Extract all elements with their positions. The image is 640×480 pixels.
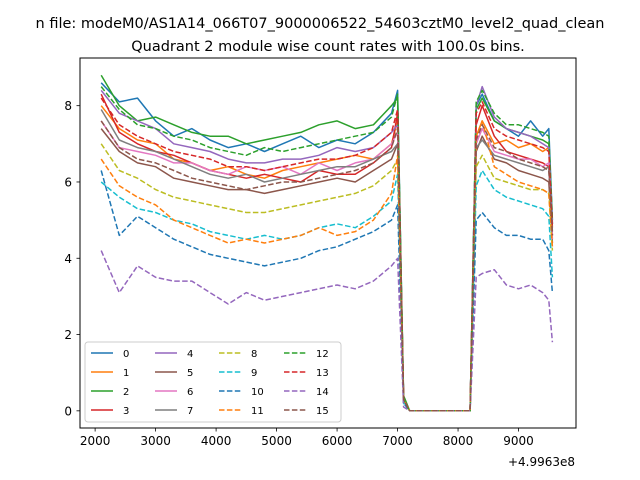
x-axis: 2000 3000 4000 5000 6000 7000 8000 9000 [80, 428, 534, 448]
y-tick-label: 4 [64, 252, 72, 266]
plot-frame [79, 57, 577, 429]
series-line-7 [100, 109, 554, 412]
y-tick-label: 8 [64, 99, 72, 113]
legend-label-8: 8 [251, 349, 257, 360]
legend-label-10: 10 [251, 387, 264, 398]
series-line-12 [100, 86, 554, 412]
legend-label-12: 12 [316, 349, 329, 360]
x-tick-label: 8000 [443, 434, 474, 448]
legend-label-9: 9 [251, 368, 257, 379]
legend-label-14: 14 [316, 387, 329, 398]
chart-title: Quadrant 2 module wise count rates with … [131, 39, 525, 55]
legend-label-0: 0 [123, 349, 129, 360]
x-tick-label: 3000 [140, 434, 171, 448]
x-tick-label: 6000 [322, 434, 353, 448]
series-line-5 [100, 128, 554, 412]
series-line-11 [100, 120, 554, 412]
legend-label-13: 13 [316, 368, 329, 379]
x-tick-label: 2000 [80, 434, 111, 448]
x-tick-label: 5000 [261, 434, 292, 448]
x-tick-label: 9000 [503, 434, 534, 448]
legend-label-6: 6 [187, 387, 193, 398]
series-layer [100, 74, 554, 412]
x-tick-label: 4000 [201, 434, 232, 448]
series-line-13 [100, 97, 554, 412]
legend-label-7: 7 [187, 406, 193, 417]
x-axis-offset-label: +4.9963e8 [508, 455, 575, 469]
y-tick-label: 2 [64, 328, 72, 342]
series-line-2 [100, 74, 554, 412]
legend-label-5: 5 [187, 368, 193, 379]
series-line-6 [100, 120, 554, 412]
legend-label-2: 2 [123, 387, 129, 398]
legend-box [84, 341, 342, 423]
series-line-10 [100, 170, 554, 412]
legend-label-15: 15 [316, 406, 329, 417]
series-line-15 [100, 120, 554, 412]
y-axis: 0 2 4 6 8 [64, 99, 80, 418]
y-tick-label: 0 [64, 404, 72, 418]
series-line-4 [100, 85, 554, 412]
y-tick-label: 6 [64, 175, 72, 189]
legend-label-11: 11 [251, 406, 264, 417]
figure-suptitle: n file: modeM0/AS1A14_066T07_9000006522_… [36, 16, 605, 32]
legend-label-4: 4 [187, 349, 193, 360]
series-line-8 [100, 143, 554, 412]
x-tick-label: 7000 [382, 434, 413, 448]
series-line-9 [100, 169, 554, 412]
series-line-14 [100, 250, 554, 412]
legend-label-3: 3 [123, 406, 129, 417]
legend-label-1: 1 [123, 368, 129, 379]
